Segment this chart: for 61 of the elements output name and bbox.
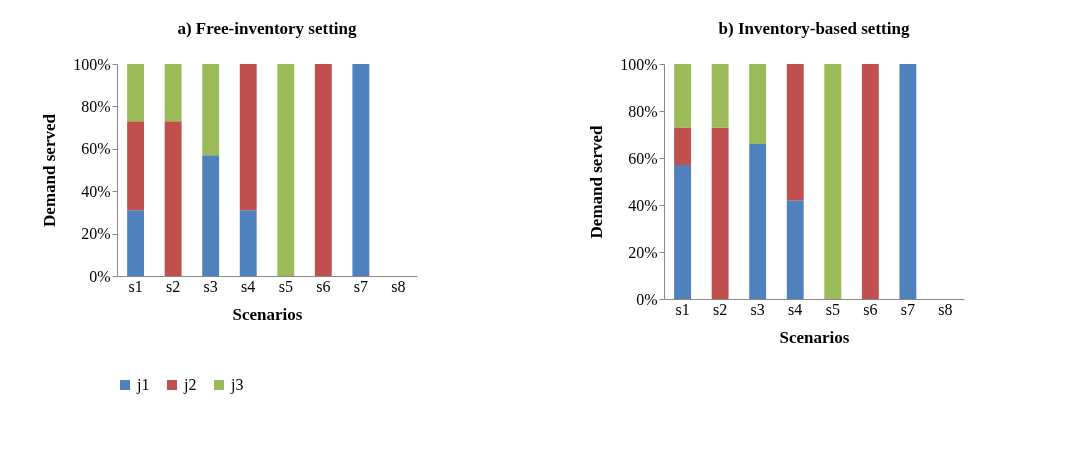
- y-axis-title: Demand served: [40, 113, 60, 227]
- legend-label: j3: [230, 376, 244, 394]
- bar: [861, 64, 879, 299]
- bar: [277, 64, 295, 276]
- x-tick-label: s1: [128, 277, 143, 295]
- bar: [824, 64, 842, 299]
- chart-title: a) Free-inventory setting: [177, 19, 358, 38]
- bar: [202, 155, 220, 276]
- x-tick-label: s3: [203, 277, 218, 295]
- y-tick-label: 60%: [628, 149, 658, 167]
- bar: [127, 121, 145, 211]
- x-tick-label: s8: [391, 277, 406, 295]
- x-tick-label: s3: [750, 300, 765, 318]
- bar: [127, 210, 145, 276]
- y-tick-label: 40%: [628, 196, 658, 214]
- x-axis-title: Scenarios: [232, 304, 303, 324]
- x-tick-label: s4: [241, 277, 256, 295]
- bar: [899, 64, 917, 299]
- x-tick-label: s2: [166, 277, 181, 295]
- x-tick-label: s2: [713, 300, 728, 318]
- y-tick-label: 20%: [628, 243, 658, 261]
- y-tick-label: 80%: [81, 97, 111, 115]
- y-tick-label: 100%: [620, 55, 658, 73]
- legend-label: j1: [136, 376, 150, 394]
- x-tick-label: s6: [316, 277, 331, 295]
- bar: [239, 210, 257, 276]
- y-tick-label: 20%: [81, 225, 111, 243]
- bar: [314, 64, 332, 276]
- bar: [674, 64, 692, 128]
- chart-title: b) Inventory-based setting: [718, 19, 910, 38]
- x-tick-label: s5: [825, 300, 840, 318]
- y-tick-label: 0%: [636, 290, 658, 308]
- x-tick-label: s4: [788, 300, 803, 318]
- x-tick-label: s7: [900, 300, 915, 318]
- y-tick-label: 0%: [89, 267, 111, 285]
- y-tick-label: 80%: [628, 102, 658, 120]
- x-tick-label: s7: [353, 277, 368, 295]
- bar: [239, 64, 257, 211]
- bar: [127, 64, 145, 122]
- y-tick-label: 40%: [81, 182, 111, 200]
- y-tick-label: 60%: [81, 140, 111, 158]
- bar: [352, 64, 370, 276]
- bar: [711, 64, 729, 128]
- legend-label: j2: [183, 376, 197, 394]
- y-axis-title: Demand served: [587, 125, 607, 239]
- x-axis-title: Scenarios: [779, 327, 850, 347]
- bar: [674, 127, 692, 166]
- x-tick-label: s8: [938, 300, 953, 318]
- bar: [749, 143, 767, 299]
- bar: [786, 200, 804, 299]
- x-tick-label: s5: [278, 277, 293, 295]
- x-tick-label: s1: [675, 300, 690, 318]
- bar: [786, 64, 804, 201]
- bar: [711, 127, 729, 299]
- bar: [164, 64, 182, 122]
- y-tick-label: 100%: [73, 55, 111, 73]
- x-tick-label: s6: [863, 300, 878, 318]
- bar: [164, 121, 182, 276]
- bar: [202, 64, 220, 156]
- bar: [749, 64, 767, 144]
- bar: [674, 165, 692, 299]
